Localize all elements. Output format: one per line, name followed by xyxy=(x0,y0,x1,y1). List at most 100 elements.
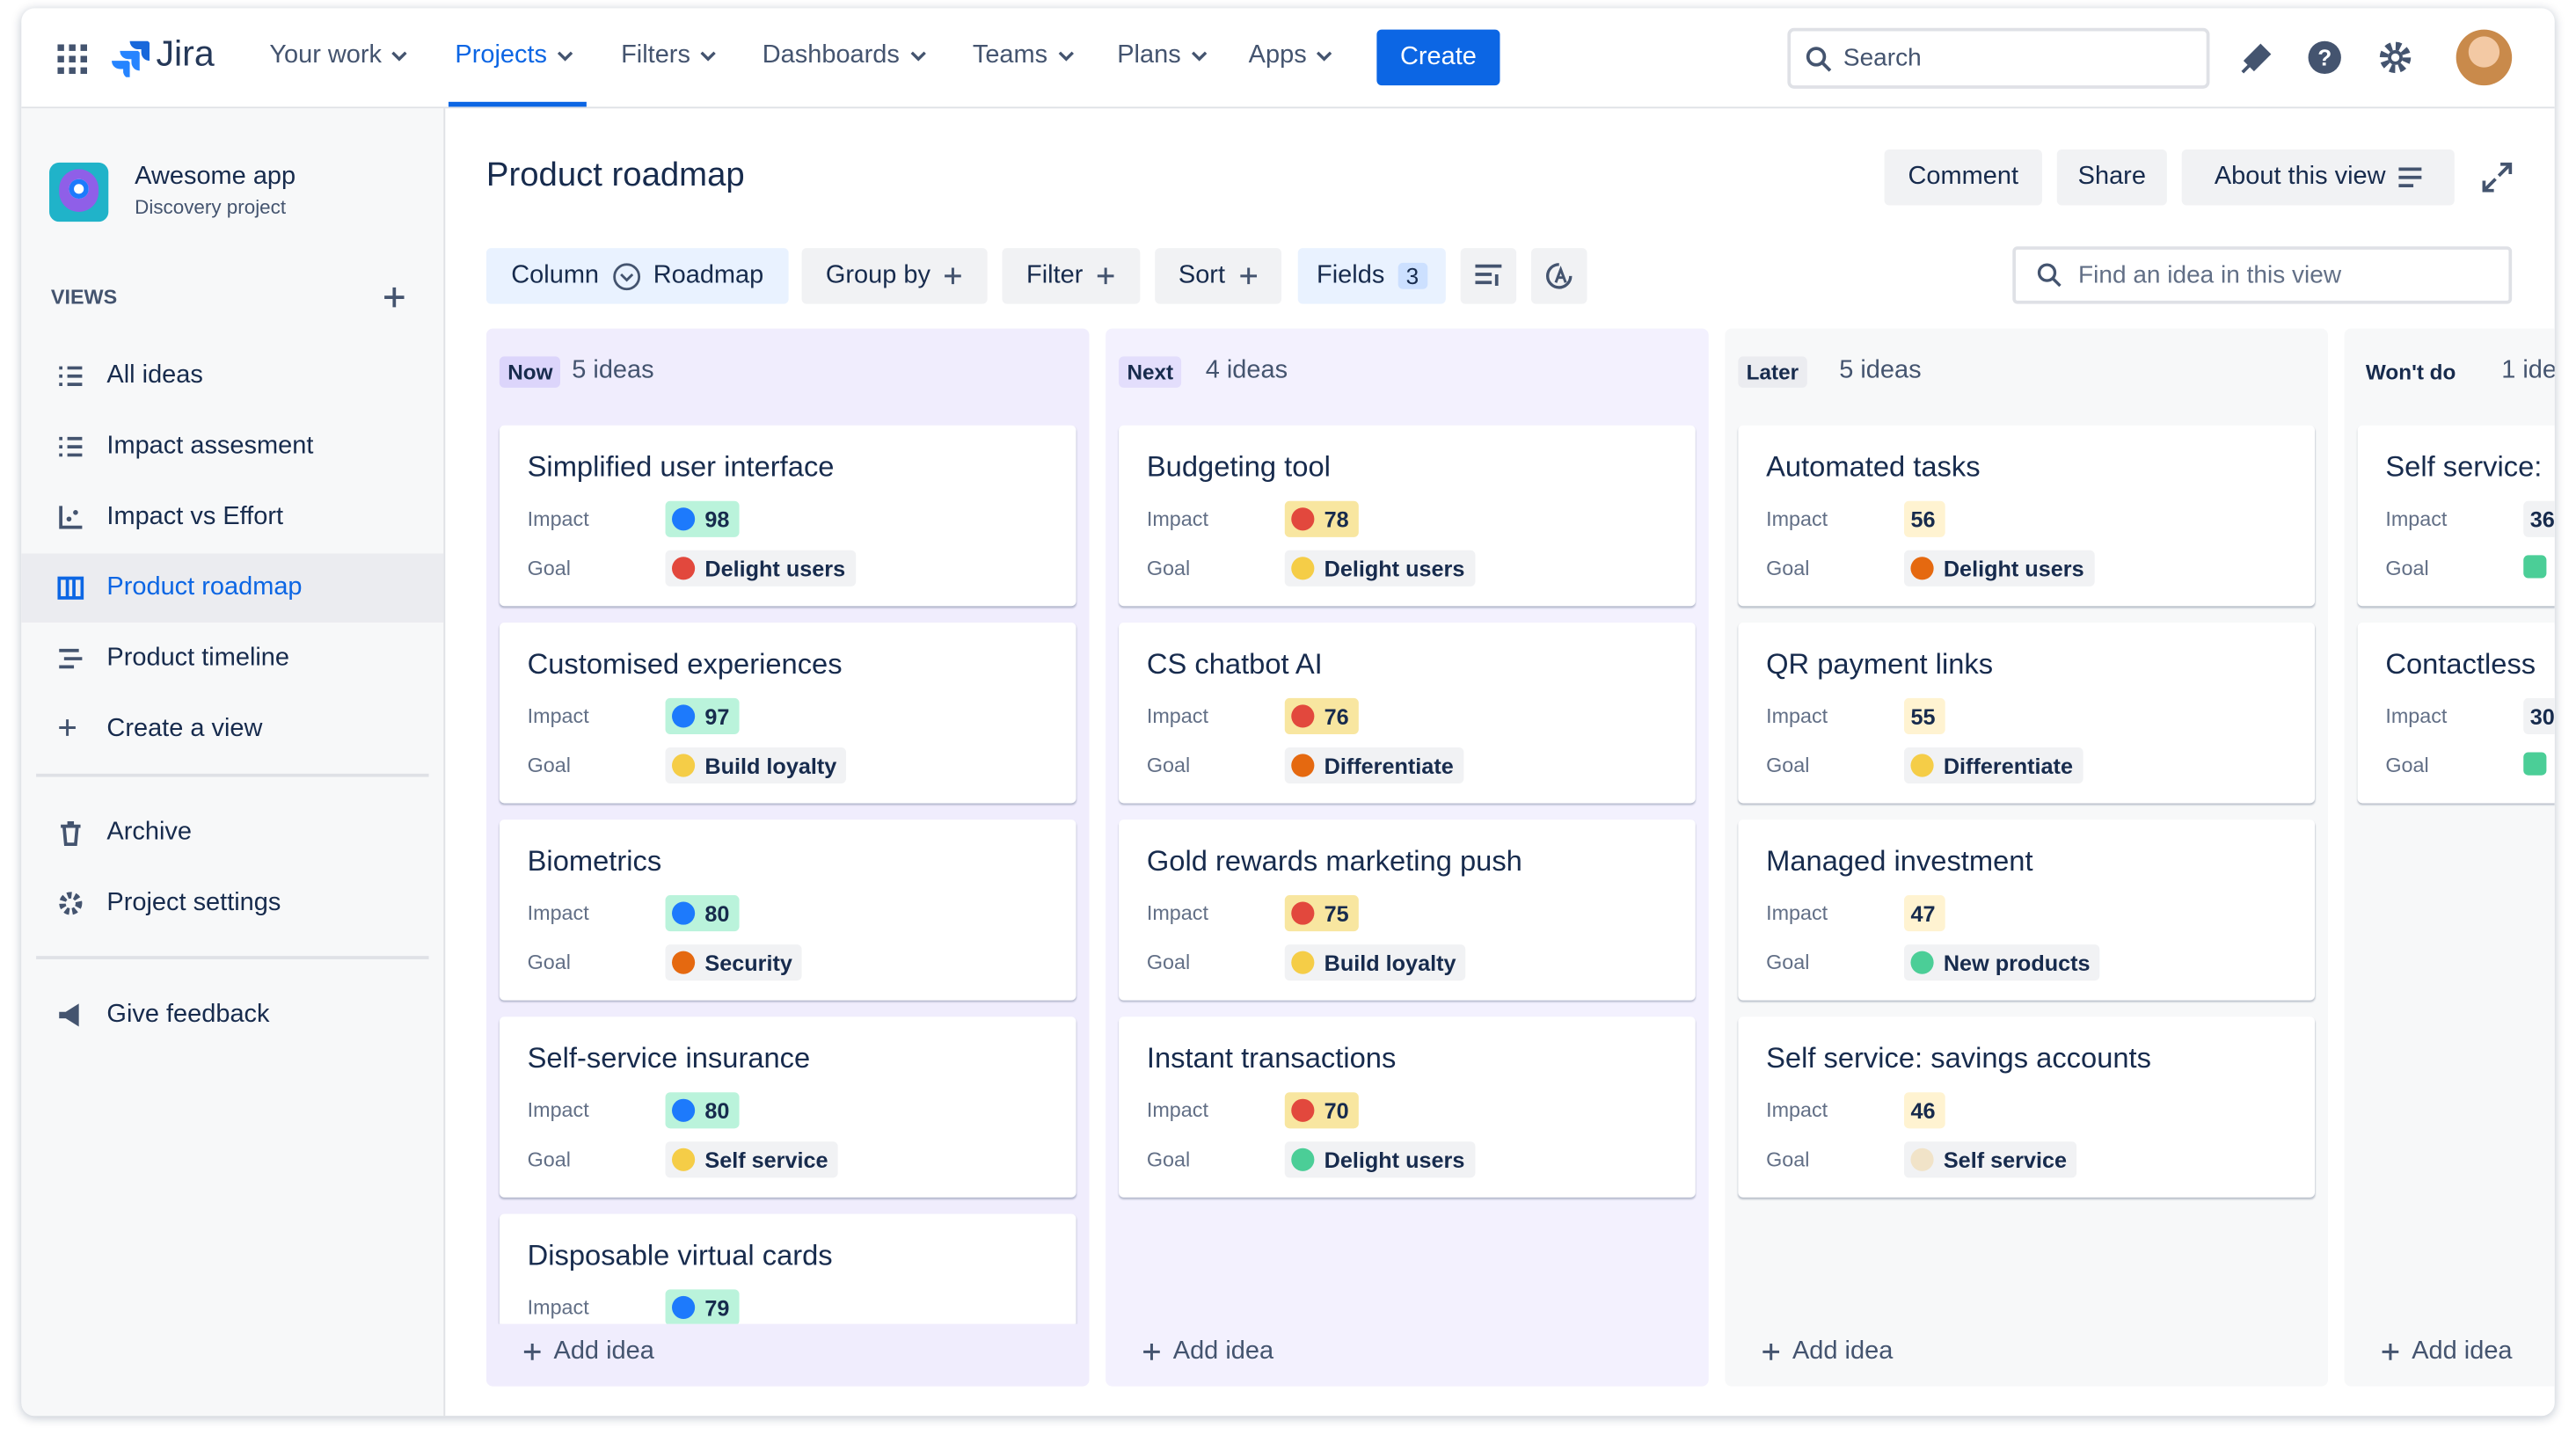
impact-icon xyxy=(1291,704,1315,728)
sidebar-item[interactable]: Impact vs Effort xyxy=(21,483,443,551)
idea-card[interactable]: Instant transactions Impact 70 Goal Delight … xyxy=(1119,1016,1696,1198)
nav-label: Apps xyxy=(1248,40,1307,69)
idea-card[interactable]: Customised experiences Impact 97 Goal Build … xyxy=(499,622,1076,804)
sidebar-icon xyxy=(57,504,84,530)
impact-value: 75 xyxy=(1324,900,1349,926)
impact-value: 78 xyxy=(1324,506,1349,532)
header-button[interactable]: Comment xyxy=(1884,149,2042,206)
sidebar-link[interactable]: Archive xyxy=(21,798,443,867)
nav-item[interactable]: Plans xyxy=(1117,41,1207,71)
column-tag: Won't do xyxy=(2357,356,2464,388)
goal-label: Goal xyxy=(1146,754,1191,777)
goal-text: Differentiate xyxy=(1324,753,1454,778)
sidebar-icon xyxy=(57,363,84,390)
feedback-link[interactable]: Give feedback xyxy=(21,980,443,1049)
idea-card[interactable]: CS chatbot AI Impact 76 Goal Differentiate xyxy=(1119,622,1696,804)
impact-value: 47 xyxy=(1910,900,1936,926)
column: Now 5 ideas Simplified user interface Impac… xyxy=(485,328,1090,1387)
goal-badge: Delight users xyxy=(1904,550,2094,587)
goal-text: Security xyxy=(704,950,792,975)
sidebar-item[interactable]: Product timeline xyxy=(21,624,443,693)
sidebar-item[interactable]: Create a view xyxy=(21,695,443,763)
toolbar-button[interactable]: Filter xyxy=(1002,248,1141,304)
idea-card[interactable]: QR payment links Impact 55 Goal Differentiat… xyxy=(1738,622,2316,804)
add-idea[interactable]: Add idea xyxy=(1761,1337,1893,1367)
idea-card[interactable]: Managed investment Impact 47 Goal New produc… xyxy=(1738,820,2316,1001)
notifications[interactable] xyxy=(2239,40,2275,76)
search-box[interactable]: Search xyxy=(1787,27,2210,89)
goal-text: Delight users xyxy=(704,556,846,581)
impact-badge: 55 xyxy=(1904,697,1945,734)
idea-card[interactable]: Automated tasks Impact 56 Goal Delight users xyxy=(1738,425,2316,607)
sidebar-item[interactable]: All ideas xyxy=(21,342,443,411)
app-switcher[interactable] xyxy=(57,44,88,75)
idea-card[interactable]: Disposable virtual cardsImpact79Goal xyxy=(499,1213,1076,1324)
impact-badge: 80 xyxy=(665,1092,740,1129)
card-title: Disposable virtual cards xyxy=(527,1238,833,1271)
sidebar: Awesome app Discovery project VIEWS All … xyxy=(21,108,446,1417)
settings[interactable] xyxy=(2377,40,2413,76)
goal-text: Differentiate xyxy=(1943,753,2073,778)
idea-card[interactable]: Self service: savings accounts Impact 46 Go… xyxy=(1738,1016,2316,1198)
impact-icon xyxy=(1291,901,1315,925)
nav-item[interactable]: Filters xyxy=(621,41,717,71)
fullscreen[interactable] xyxy=(2481,161,2514,193)
toolbar-button[interactable] xyxy=(1530,248,1587,304)
chevron xyxy=(391,47,408,64)
card-title: Simplified user interface xyxy=(527,449,835,484)
card-title: Contactless xyxy=(2385,646,2536,681)
impact-label: Impact xyxy=(527,901,589,925)
nav-item[interactable]: Your work xyxy=(269,41,408,71)
sidebar-item[interactable]: Product roadmap xyxy=(21,553,444,623)
impact-value: 79 xyxy=(704,1294,730,1320)
impact-value: 46 xyxy=(1910,1097,1936,1123)
nav-item[interactable]: Apps xyxy=(1249,41,1333,71)
idea-search[interactable]: Find an idea in this view xyxy=(2012,246,2513,304)
sidebar-label: Give feedback xyxy=(106,1000,270,1029)
goal-icon xyxy=(2523,555,2547,579)
idea-card[interactable]: Gold rewards marketing push Impact 75 Goal B… xyxy=(1119,820,1696,1001)
toolbar-button[interactable]: Group by xyxy=(801,248,988,304)
chevron xyxy=(557,47,573,64)
nav-item[interactable]: Teams xyxy=(973,41,1074,71)
idea-card[interactable]: Biometrics Impact 80 Goal Security xyxy=(499,820,1076,1001)
header-button[interactable]: Share xyxy=(2056,149,2167,206)
nav-item[interactable]: Projects xyxy=(455,41,573,71)
idea-card[interactable]: Contactless Impact 30 Goal xyxy=(2357,622,2555,804)
toolbar-button[interactable] xyxy=(1460,248,1517,304)
product-name[interactable]: Jira xyxy=(156,33,215,75)
impact-label: Impact xyxy=(1146,901,1208,925)
nav-item[interactable]: Dashboards xyxy=(763,41,926,71)
icon xyxy=(2398,167,2422,187)
sidebar-label: Project settings xyxy=(106,888,281,917)
idea-card[interactable]: Self service: Impact 36 Goal xyxy=(2357,425,2555,607)
add-view[interactable] xyxy=(383,286,405,309)
sidebar-label: Create a view xyxy=(106,714,263,743)
idea-card[interactable]: Self-service insurance Impact 80 Goal Self s… xyxy=(499,1016,1076,1198)
add-idea[interactable]: Add idea xyxy=(1142,1337,1273,1367)
goal-icon xyxy=(1910,1148,1934,1171)
sidebar-item[interactable]: Impact assesment xyxy=(21,412,443,481)
impact-badge: 46 xyxy=(1904,1092,1945,1129)
impact-badge: 36 xyxy=(2523,500,2555,537)
card-title: Customised experiences xyxy=(527,646,843,681)
toolbar-button[interactable]: Sort xyxy=(1155,248,1282,304)
goal-label: Goal xyxy=(2385,557,2429,580)
avatar[interactable] xyxy=(2456,29,2513,86)
create-button[interactable]: Create xyxy=(1376,29,1500,86)
toolbar-button[interactable]: Fields 3 xyxy=(1297,248,1446,304)
add-idea[interactable]: Add idea xyxy=(522,1337,654,1367)
idea-card[interactable]: Simplified user interface Impact 98 Goal Del… xyxy=(499,425,1076,607)
idea-card[interactable]: Budgeting tool Impact 78 Goal Delight users xyxy=(1119,425,1696,607)
search-icon xyxy=(1806,47,1832,72)
header-button[interactable]: About this view xyxy=(2181,149,2455,206)
help[interactable]: ? xyxy=(2307,40,2343,76)
sidebar-link[interactable]: Project settings xyxy=(21,869,443,937)
fields-count: 3 xyxy=(1397,262,1427,289)
add-idea[interactable]: Add idea xyxy=(2381,1337,2513,1367)
add-idea-label: Add idea xyxy=(2412,1337,2513,1366)
icon xyxy=(944,266,963,286)
impact-label: Impact xyxy=(1766,704,1828,728)
toolbar-button[interactable]: Column Roadmap xyxy=(485,248,789,304)
